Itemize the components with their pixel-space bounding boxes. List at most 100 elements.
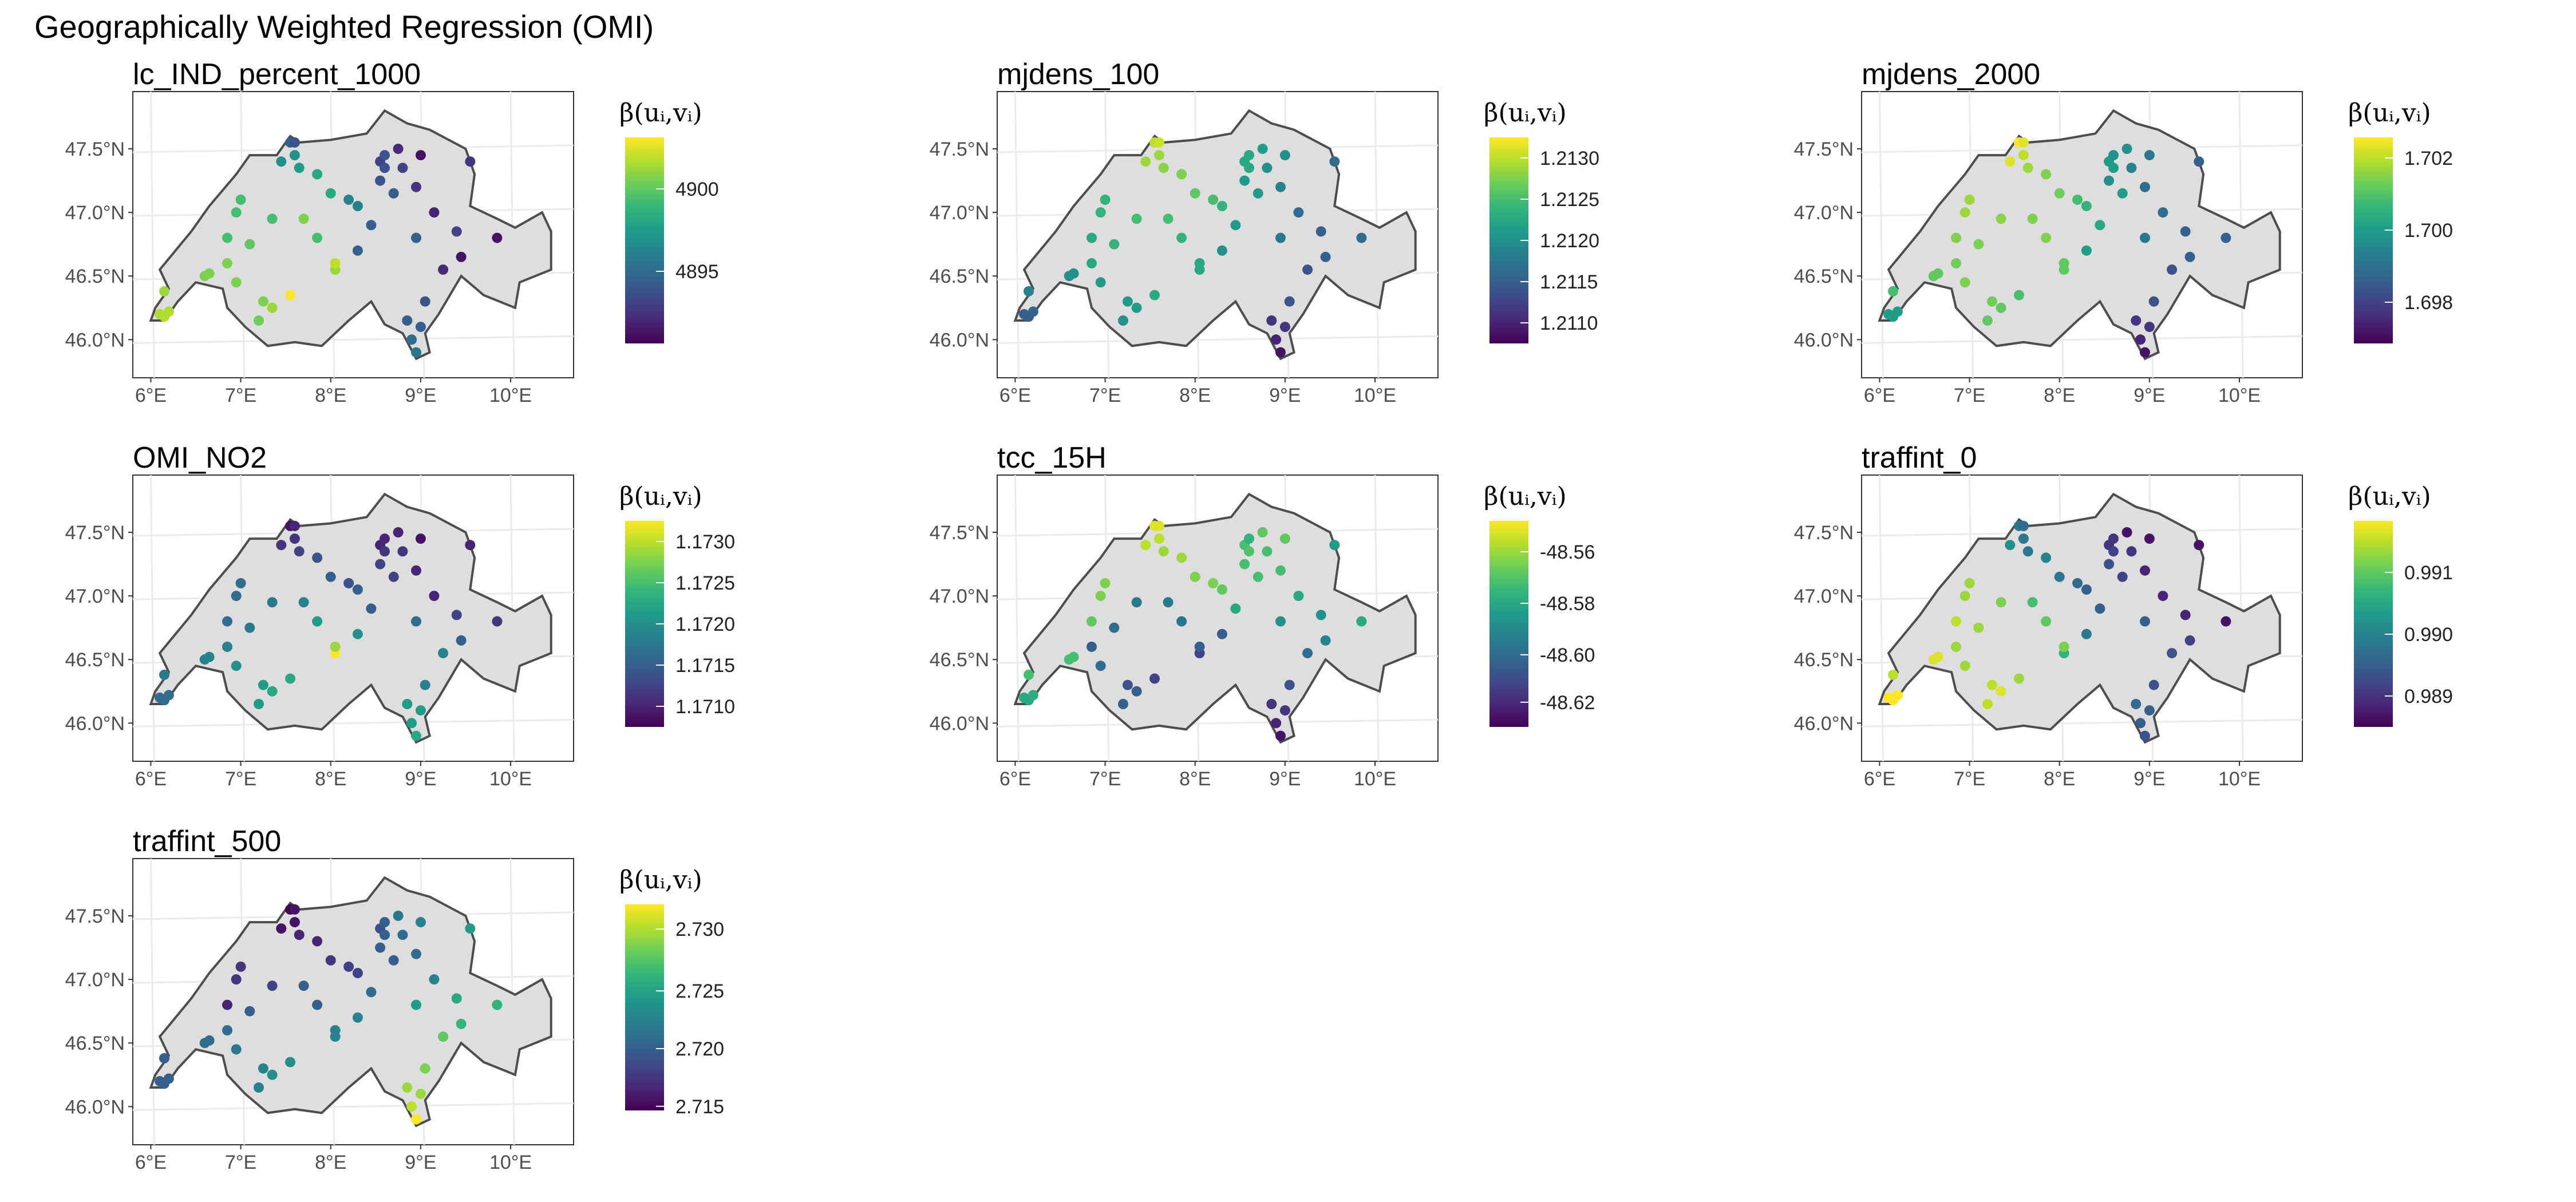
station-point (1064, 654, 1074, 665)
station-point (1095, 277, 1106, 288)
station-point (1086, 616, 1097, 627)
legend-tick-label: 2.720 (675, 1038, 724, 1060)
station-point (1028, 690, 1038, 701)
station-point (1996, 213, 2006, 224)
station-point (492, 616, 503, 627)
station-point (298, 213, 309, 224)
station-point (343, 961, 354, 972)
station-point (1964, 578, 1975, 588)
station-point (456, 251, 467, 262)
map-plot: 6°E 7°E 8°E 9°E 10°E 47.5°N 47.0°N 46.5°N 46.0°N… (65, 91, 719, 406)
x-tick-label: 8°E (1179, 768, 1211, 790)
station-point (1194, 258, 1205, 268)
gridline-vertical (149, 91, 155, 378)
station-point (1095, 591, 1106, 602)
station-point (2184, 251, 2195, 262)
legend-tick-label: 0.991 (2404, 562, 2453, 584)
station-point (1095, 207, 1106, 218)
station-point (2144, 533, 2155, 544)
station-point (2144, 705, 2155, 716)
x-tick-label: 6°E (135, 385, 167, 406)
y-tick-label: 47.5°N (65, 139, 125, 160)
gridline-horizontal (1861, 335, 2303, 344)
station-point (352, 245, 363, 256)
station-point (2184, 635, 2195, 646)
station-point (2095, 603, 2105, 614)
station-point (289, 137, 300, 148)
station-point (456, 1018, 467, 1029)
station-point (2018, 533, 2029, 544)
station-point (267, 213, 278, 224)
x-tick-label: 8°E (2044, 768, 2075, 790)
gridline-vertical (149, 475, 155, 762)
station-point (402, 315, 413, 326)
gridline-horizontal (997, 718, 1439, 727)
gridline-vertical (1014, 91, 1020, 378)
legend-tick-label: -48.58 (1540, 593, 1595, 615)
station-point (1095, 661, 1106, 671)
station-point (1329, 540, 1340, 551)
station-point (1293, 591, 1304, 602)
chart-title: Geographically Weighted Regression (OMI) (34, 9, 654, 45)
legend-tick-label: 0.989 (2404, 686, 2453, 707)
station-point (1356, 616, 1367, 627)
legend-tick-label: 1.702 (2404, 148, 2453, 169)
legend-tick-label: 1.2125 (1540, 189, 1599, 211)
station-point (199, 654, 210, 665)
station-point (2018, 137, 2029, 148)
station-point (312, 552, 323, 563)
station-point (294, 546, 305, 557)
station-point (2022, 163, 2033, 173)
station-point (388, 955, 399, 966)
x-tick-label: 7°E (1954, 768, 1985, 790)
station-point (1122, 679, 1133, 690)
station-point (2121, 144, 2132, 154)
gridline-vertical (1014, 475, 1020, 762)
legend-tick-label: -48.62 (1540, 692, 1595, 714)
station-point (415, 322, 426, 333)
y-tick-label: 47.5°N (930, 139, 989, 160)
station-point (388, 571, 399, 582)
station-point (2221, 232, 2231, 243)
station-point (1959, 207, 1970, 218)
x-tick-label: 6°E (999, 768, 1031, 790)
station-point (2018, 520, 2029, 531)
station-point (2041, 616, 2052, 627)
y-tick-label: 46.0°N (1794, 329, 1854, 351)
station-point (1275, 347, 1286, 358)
station-point (222, 1025, 232, 1035)
station-point (411, 181, 421, 192)
y-tick-label: 46.5°N (65, 649, 125, 671)
station-point (2041, 169, 2052, 180)
station-point (222, 232, 232, 243)
y-tick-label: 47.0°N (1794, 586, 1854, 607)
station-point (415, 1089, 426, 1100)
x-tick-label: 9°E (1269, 385, 1301, 406)
station-point (1176, 232, 1187, 243)
panel-title: OMI_NO2 (133, 441, 267, 475)
y-tick-label: 46.0°N (65, 713, 125, 734)
station-point (244, 622, 255, 633)
station-point (2072, 578, 2083, 588)
station-point (2054, 188, 2065, 199)
x-tick-label: 8°E (315, 768, 346, 790)
y-tick-label: 47.5°N (65, 906, 125, 927)
gridline-vertical (149, 858, 155, 1145)
station-point (451, 993, 462, 1004)
station-point (352, 1012, 363, 1023)
legend-tick-label: 2.730 (675, 919, 724, 940)
station-point (312, 616, 323, 627)
station-point (2158, 207, 2168, 218)
station-point (465, 923, 476, 934)
station-point (1158, 163, 1169, 173)
station-point (2054, 571, 2065, 582)
station-point (1140, 156, 1151, 167)
station-point (2144, 150, 2155, 161)
station-point (1951, 232, 1961, 243)
panel-title: mjdens_2000 (1862, 58, 2041, 91)
country-outline (1013, 492, 1417, 744)
station-point (429, 974, 440, 985)
station-point (276, 923, 287, 934)
station-point (397, 546, 408, 557)
station-point (1176, 552, 1187, 563)
